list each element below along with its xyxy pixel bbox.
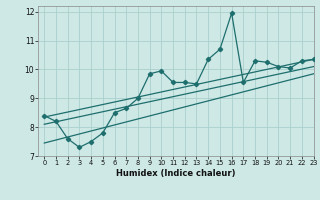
X-axis label: Humidex (Indice chaleur): Humidex (Indice chaleur)	[116, 169, 236, 178]
